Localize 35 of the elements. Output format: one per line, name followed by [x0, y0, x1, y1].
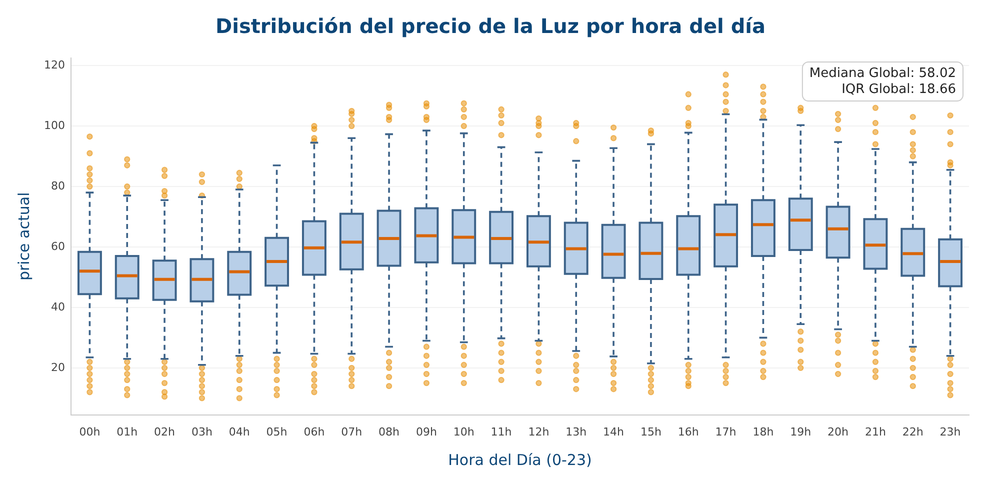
chart-title: Distribución del precio de la Luz por hora del día	[216, 14, 766, 38]
x-tick-label: 20h	[828, 425, 849, 438]
x-axis-title: Hora del Día (0-23)	[448, 450, 592, 469]
x-tick-label: 17h	[715, 425, 736, 438]
x-tick-label: 12h	[528, 425, 550, 438]
x-tick-label: 02h	[154, 425, 176, 438]
y-axis-title: price actual	[14, 192, 33, 281]
x-tick-label: 05h	[266, 425, 288, 438]
x-tick-label: 15h	[640, 425, 662, 438]
annotation: Mediana Global: 58.02	[809, 66, 956, 81]
x-tick-label: 23h	[940, 425, 961, 438]
y-tick-label: 80	[50, 179, 65, 192]
x-tick-label: 18h	[752, 425, 774, 438]
x-tick-label: 06h	[304, 425, 325, 438]
x-tick-label: 10h	[453, 425, 474, 438]
y-tick-label: 100	[44, 118, 65, 132]
x-tick-label: 01h	[116, 425, 138, 438]
x-tick-label: 03h	[191, 425, 212, 438]
x-tick-label: 07h	[341, 425, 362, 438]
x-tick-label: 13h	[566, 425, 587, 438]
y-tick-label: 60	[50, 240, 65, 253]
y-tick-label: 40	[50, 300, 65, 314]
y-tick-label: 20	[50, 360, 65, 374]
x-tick-label: 21h	[864, 425, 886, 438]
x-tick-label: 14h	[603, 425, 624, 438]
x-tick-label: 22h	[902, 425, 924, 438]
y-tick-label: 120	[44, 58, 65, 72]
x-tick-label: 04h	[228, 425, 250, 438]
x-tick-label: 19h	[790, 425, 812, 438]
annotation: IQR Global: 18.66	[842, 82, 956, 97]
x-tick-label: 09h	[416, 425, 437, 438]
x-tick-label: 08h	[378, 425, 400, 438]
x-tick-label: 11h	[490, 425, 512, 438]
x-tick-label: 16h	[678, 425, 699, 438]
x-tick-label: 00h	[79, 425, 100, 438]
